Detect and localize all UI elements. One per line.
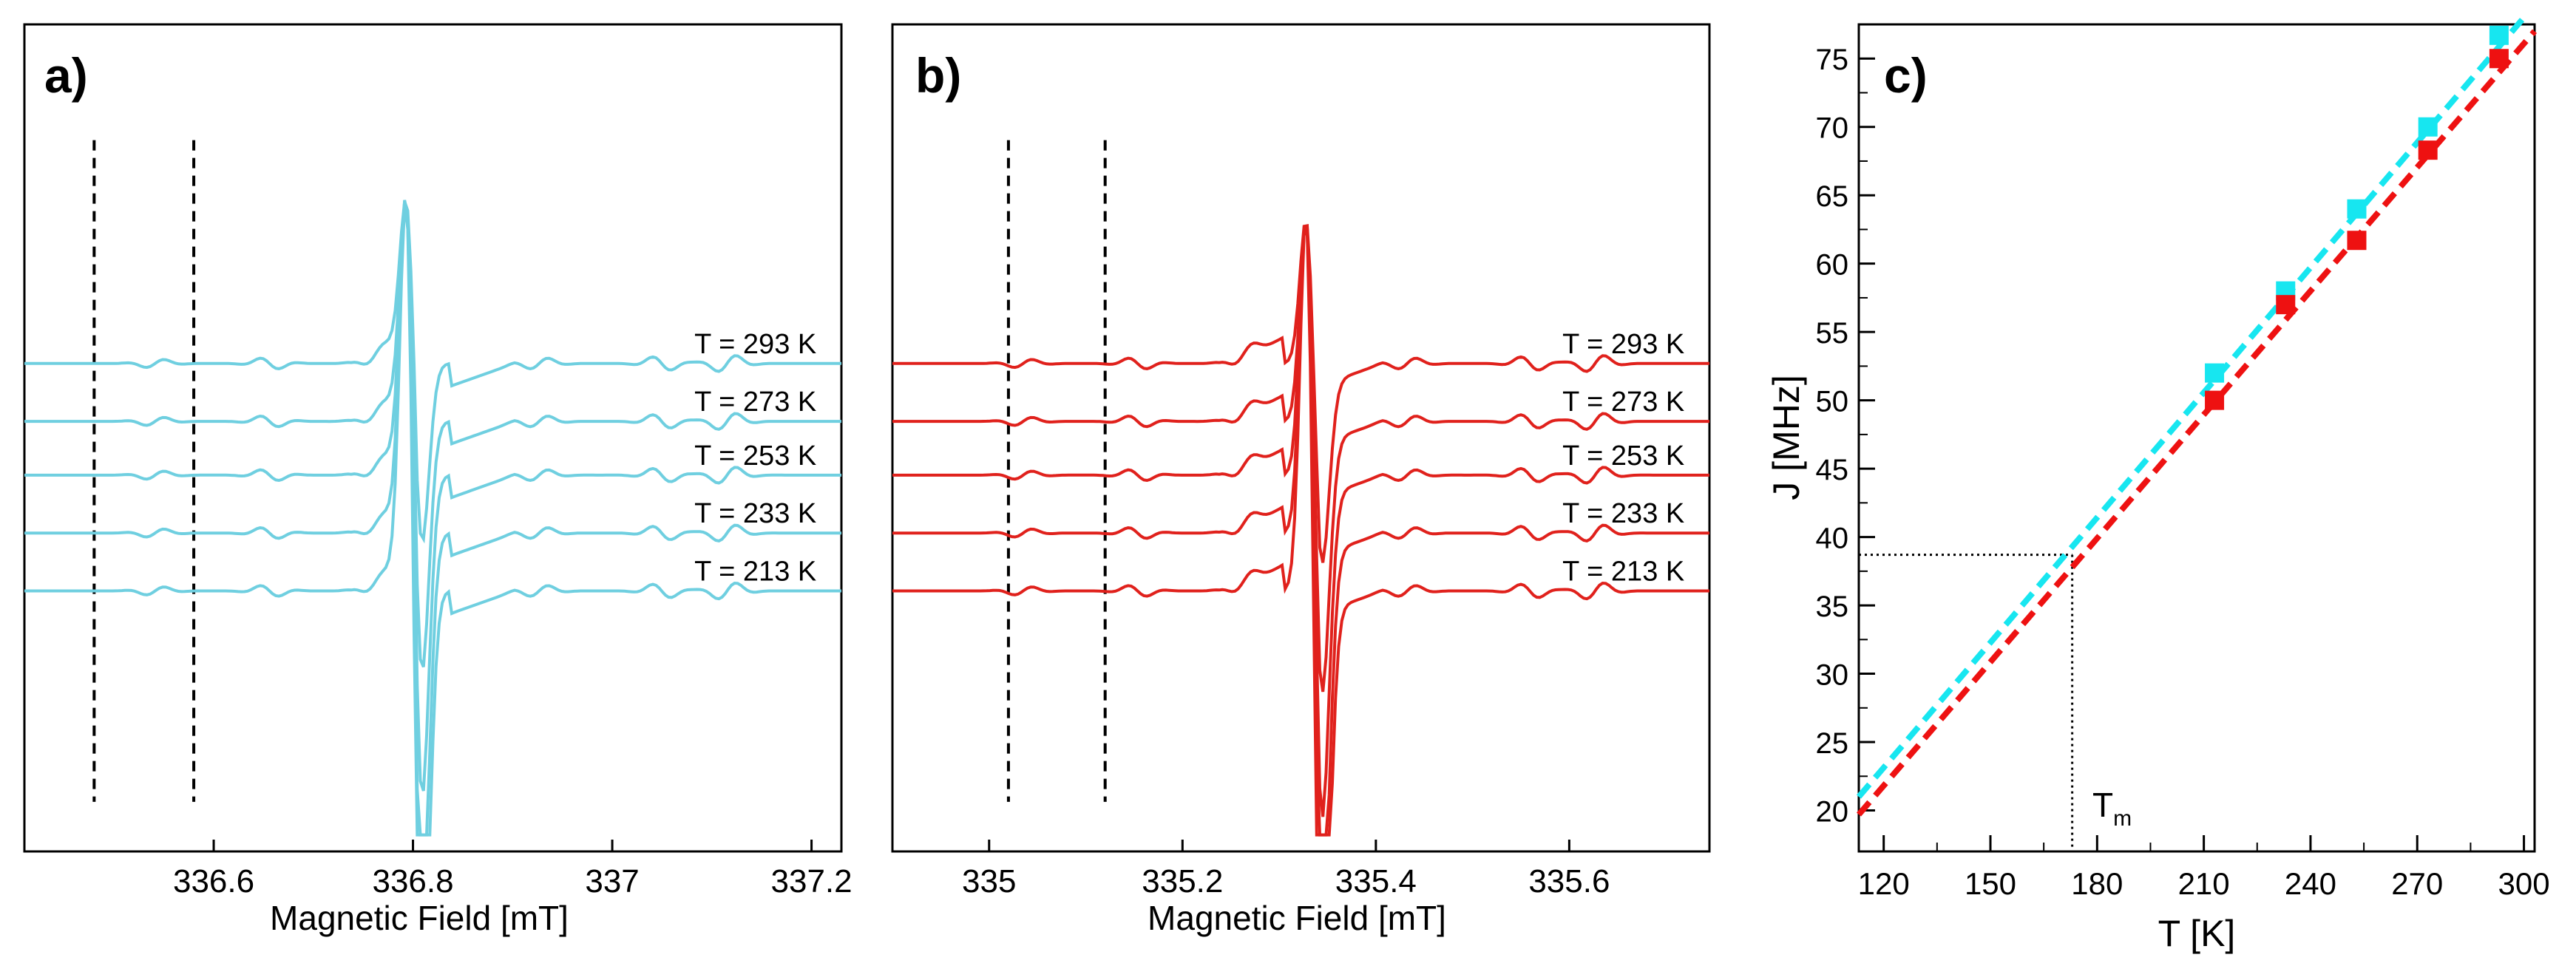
panel-c-fit-lines [1856, 16, 2538, 817]
y-tick-label-5: 40 [1816, 523, 1849, 555]
spectrum-trace-5 [892, 230, 1709, 837]
panel-a-xlabel: Magnetic Field [mT] [270, 899, 569, 937]
panel-b-frame [891, 23, 1711, 853]
panel-a-x-axis: 336.6 336.8 337 337.2 [173, 840, 853, 899]
panel-c-xlabel: T [K] [2158, 913, 2236, 954]
trace-label-5: T = 213 K [694, 557, 816, 588]
panel-b-traces [892, 224, 1709, 837]
x-tick-label-1: 335 [962, 863, 1016, 899]
red-marker-3 [2347, 231, 2367, 251]
panel-c-guide-lines [1859, 554, 2074, 851]
cyan-marker-5 [2489, 25, 2509, 45]
y-tick-label-6: 45 [1816, 454, 1849, 486]
red-marker-1 [2205, 390, 2225, 410]
panel-b-trace-labels: T = 293 K T = 273 K T = 253 K T = 233 K T = … [1562, 329, 1684, 588]
x-tick-label-3: 335.4 [1335, 863, 1417, 899]
trace-label-1: T = 293 K [1562, 329, 1684, 360]
panel-a-frame [23, 23, 843, 853]
spectrum-trace-3 [24, 200, 841, 792]
panel-b-xlabel: Magnetic Field [mT] [1148, 899, 1446, 937]
panel-a-dashed-markers [92, 140, 196, 802]
panel-a-epr-spectra: a) T = 293 KT = 273 KT = 253 KT = 233 KT… [23, 23, 853, 937]
trace-label-3: T = 253 K [694, 441, 816, 472]
trace-label-4: T = 233 K [694, 498, 816, 529]
panel-c-markers [2205, 25, 2509, 410]
panel-c-ylabel: J [MHz] [1766, 375, 1807, 500]
x-tick-label-6: 270 [2391, 866, 2443, 901]
y-tick-label-9: 60 [1816, 249, 1849, 282]
spectrum-trace-2 [24, 203, 841, 668]
y-tick-label-2: 25 [1816, 727, 1849, 760]
spectrum-trace-1 [24, 200, 841, 544]
red-fit-line [1856, 29, 2538, 817]
x-tick-label-1: 120 [1858, 866, 1910, 901]
x-tick-label-3: 337 [585, 863, 639, 899]
y-tick-label-8: 55 [1816, 317, 1849, 350]
x-tick-label-1: 336.6 [173, 863, 254, 899]
panel-b-x-axis: 335 335.2 335.4 335.6 [962, 840, 1610, 899]
x-tick-label-7: 300 [2498, 866, 2550, 901]
red-marker-5 [2489, 49, 2509, 69]
panel-c-x-axis: 120 150 180 210 240 270 300 [1858, 835, 2550, 901]
trace-label-2: T = 273 K [694, 387, 816, 418]
x-tick-label-2: 150 [1965, 866, 2016, 901]
y-tick-label-10: 65 [1816, 180, 1849, 213]
spectrum-trace-5 [24, 203, 841, 837]
trace-label-5: T = 213 K [1562, 557, 1684, 588]
trace-label-1: T = 293 K [694, 329, 816, 360]
trace-label-2: T = 273 K [1562, 387, 1684, 418]
y-tick-label-3: 30 [1816, 659, 1849, 692]
y-tick-label-12: 75 [1816, 44, 1849, 76]
panel-a-label: a) [44, 48, 88, 103]
red-marker-2 [2276, 295, 2296, 315]
panel-b-label: b) [915, 48, 961, 103]
tm-annotation-subscript: m [2113, 806, 2132, 831]
x-tick-label-4: 337.2 [771, 863, 853, 899]
panel-b-dashed-markers [1006, 140, 1107, 802]
x-tick-label-3: 180 [2071, 866, 2123, 901]
panel-c-frame [1857, 23, 2536, 853]
red-marker-4 [2418, 140, 2438, 160]
panel-c-annotation: Tm [2092, 786, 2132, 831]
cyan-marker-1 [2205, 363, 2225, 383]
y-tick-label-1: 20 [1816, 796, 1849, 829]
cyan-marker-4 [2418, 117, 2438, 137]
panel-a-traces [24, 200, 841, 837]
y-tick-label-11: 70 [1816, 112, 1849, 145]
x-tick-label-4: 335.6 [1528, 863, 1610, 899]
cyan-marker-3 [2347, 199, 2367, 219]
panel-c-label: c) [1884, 48, 1928, 103]
panel-c-y-axis: 20 25 30 35 40 45 50 55 60 65 70 75 [1816, 44, 1875, 829]
panel-a-trace-labels: T = 293 K T = 273 K T = 253 K T = 233 K T = … [694, 329, 816, 588]
x-tick-label-2: 336.8 [372, 863, 453, 899]
y-tick-label-4: 35 [1816, 591, 1849, 623]
tm-annotation-main: T [2092, 786, 2113, 824]
cyan-fit-line [1856, 16, 2526, 799]
panel-b-epr-spectra: b) T = 293 KT = 273 KT = 253 KT = 233 KT… [891, 23, 1711, 937]
y-tick-label-7: 50 [1816, 386, 1849, 418]
x-tick-label-2: 335.2 [1142, 863, 1223, 899]
trace-label-4: T = 233 K [1562, 498, 1684, 529]
tm-annotation: Tm [2092, 786, 2132, 831]
trace-label-3: T = 253 K [1562, 441, 1684, 472]
spectrum-trace-4 [24, 201, 841, 837]
panel-c-coupling-vs-temperature: c) 20 25 30 35 40 45 50 55 60 65 70 75 120 150 180 210… [1766, 16, 2550, 954]
x-tick-label-4: 210 [2178, 866, 2230, 901]
x-tick-label-5: 240 [2285, 866, 2336, 901]
